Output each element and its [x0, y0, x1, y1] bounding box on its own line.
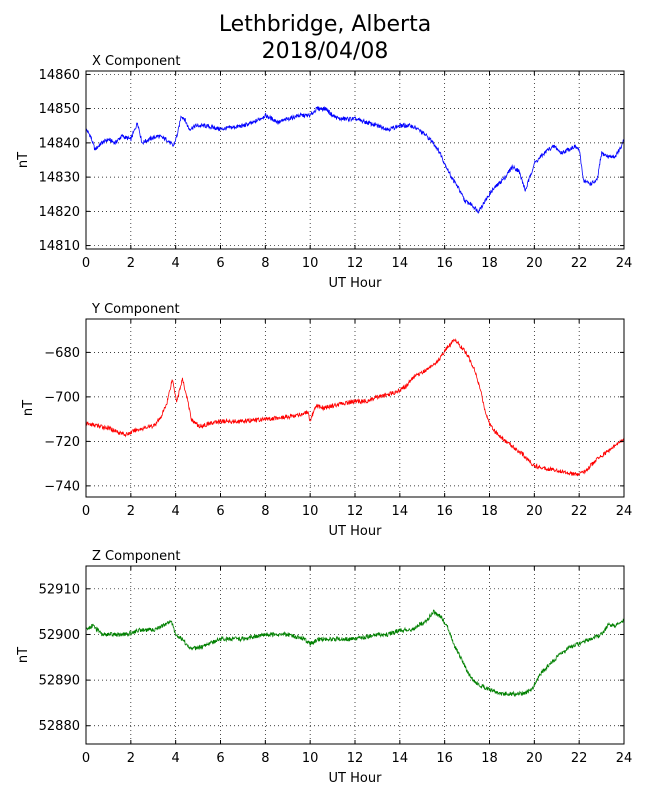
- x-tick-label: 24: [616, 751, 633, 766]
- x-tick-label: 18: [481, 256, 498, 271]
- chart-title-date: 2018/04/08: [261, 39, 389, 64]
- x-tick-label: 20: [526, 504, 543, 519]
- x-tick-label: 0: [82, 504, 90, 519]
- y-tick-label: 14860: [39, 68, 80, 83]
- series-line-y: [85, 338, 625, 477]
- y-tick-label: 14830: [39, 171, 80, 186]
- y-tick-label: −700: [44, 390, 80, 405]
- x-tick-label: 4: [172, 751, 180, 766]
- x-axis-label-x: UT Hour: [329, 276, 383, 291]
- x-tick-label: 18: [481, 504, 498, 519]
- x-tick-label: 8: [261, 504, 269, 519]
- x-tick-label: 4: [172, 256, 180, 271]
- x-tick-label: 12: [347, 256, 364, 271]
- x-tick-label: 12: [347, 504, 364, 519]
- x-axis-label-z: UT Hour: [329, 771, 383, 786]
- y-tick-label: 14850: [39, 102, 80, 117]
- x-tick-label: 0: [82, 256, 90, 271]
- y-tick-label: 14810: [39, 239, 80, 254]
- panel-title-y: Y Component: [91, 302, 180, 317]
- x-tick-label: 16: [436, 256, 453, 271]
- x-tick-label: 8: [261, 256, 269, 271]
- y-tick-label: −720: [44, 435, 80, 450]
- x-tick-label: 6: [216, 256, 224, 271]
- x-tick-label: 20: [526, 256, 543, 271]
- y-tick-label: 52880: [39, 719, 80, 734]
- x-tick-label: 20: [526, 751, 543, 766]
- x-tick-label: 2: [127, 256, 135, 271]
- x-tick-label: 24: [616, 256, 633, 271]
- y-tick-label: −680: [44, 346, 80, 361]
- x-tick-label: 10: [302, 504, 319, 519]
- y-tick-label: −740: [44, 479, 80, 494]
- x-tick-label: 22: [571, 504, 588, 519]
- x-tick-label: 14: [392, 751, 409, 766]
- y-tick-label: 52890: [39, 674, 80, 689]
- series-line-z: [85, 609, 625, 698]
- chart-title-location: Lethbridge, Alberta: [218, 12, 432, 37]
- x-tick-label: 12: [347, 751, 364, 766]
- x-tick-label: 22: [571, 751, 588, 766]
- x-tick-label: 14: [392, 504, 409, 519]
- x-tick-label: 18: [481, 751, 498, 766]
- y-tick-label: 52900: [39, 628, 80, 643]
- x-tick-label: 16: [436, 504, 453, 519]
- x-tick-label: 0: [82, 751, 90, 766]
- y-tick-label: 52910: [39, 582, 80, 597]
- x-tick-label: 6: [216, 504, 224, 519]
- y-tick-label: 14840: [39, 136, 80, 151]
- y-axis-label-z: nT: [16, 647, 31, 663]
- x-tick-label: 2: [127, 751, 135, 766]
- panel-title-x: X Component: [92, 54, 181, 69]
- x-axis-label-y: UT Hour: [329, 524, 383, 539]
- y-axis-label-y: nT: [21, 400, 36, 416]
- x-tick-label: 2: [127, 504, 135, 519]
- x-tick-label: 16: [436, 751, 453, 766]
- x-tick-label: 6: [216, 751, 224, 766]
- x-tick-label: 10: [302, 751, 319, 766]
- x-tick-label: 24: [616, 504, 633, 519]
- panel-title-z: Z Component: [92, 549, 181, 564]
- y-axis-label-x: nT: [16, 152, 31, 168]
- y-tick-label: 14820: [39, 205, 80, 220]
- series-line-x: [85, 105, 625, 214]
- x-tick-label: 4: [172, 504, 180, 519]
- x-tick-label: 22: [571, 256, 588, 271]
- x-tick-label: 8: [261, 751, 269, 766]
- x-tick-label: 14: [392, 256, 409, 271]
- x-tick-label: 10: [302, 256, 319, 271]
